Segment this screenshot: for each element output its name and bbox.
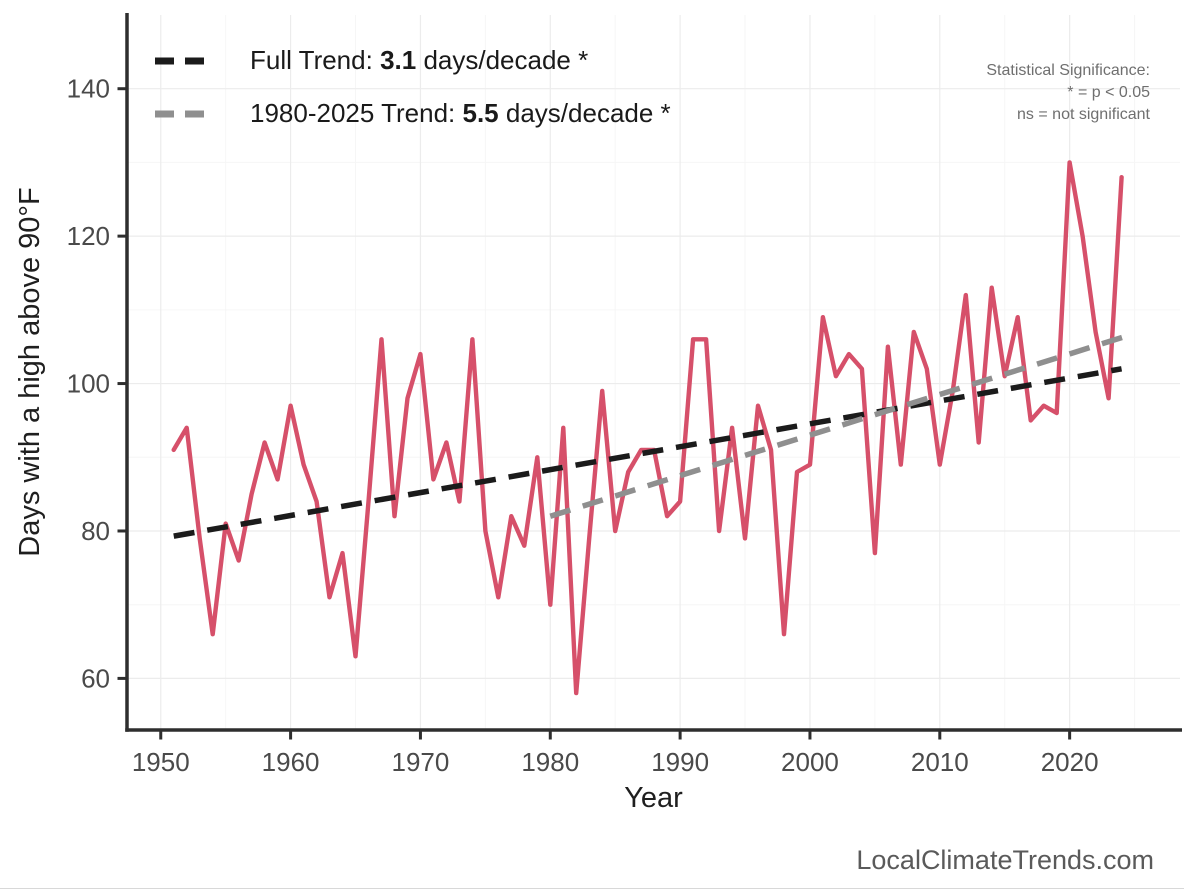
legend-item-full-trend: Full Trend: 3.1 days/decade *	[154, 42, 671, 79]
significance-note: Statistical Significance: * = p < 0.05 n…	[986, 60, 1150, 126]
x-axis-title: Year	[624, 782, 683, 814]
significance-note-title: Statistical Significance:	[986, 62, 1150, 79]
recent-trend-dash-swatch	[155, 110, 215, 117]
legend-full-trend-suffix: days/decade *	[416, 45, 589, 75]
x-tick-label: 2000	[781, 747, 839, 777]
days-series-line	[171, 160, 1124, 696]
legend-full-trend-value: 3.1	[380, 45, 417, 75]
legend-full-trend-prefix: Full Trend:	[250, 45, 381, 75]
legend-recent-trend-value: 5.5	[462, 98, 499, 128]
full-trend-dash-swatch	[155, 57, 215, 64]
watermark: LocalClimateTrends.com	[856, 845, 1154, 875]
legend-recent-trend-suffix: days/decade *	[498, 98, 671, 128]
x-tick-label: 2010	[911, 747, 969, 777]
y-tick-label: 60	[81, 663, 110, 693]
chart-legend: Full Trend: 3.1 days/decade * 1980-2025 …	[154, 42, 671, 132]
significance-note-ns: ns = not significant	[1017, 106, 1150, 123]
legend-recent-trend-prefix: 1980-2025 Trend:	[250, 98, 463, 128]
x-tick-label: 1980	[521, 747, 579, 777]
legend-label-recent-trend: 1980-2025 Trend: 5.5 days/decade *	[250, 98, 671, 129]
x-tick-label: 1950	[132, 747, 190, 777]
significance-note-star: * = p < 0.05	[1067, 84, 1150, 101]
x-tick-label: 2020	[1041, 747, 1099, 777]
y-axis-title: Days with a high above 90°F	[14, 187, 46, 557]
recent-trend-line	[549, 333, 1129, 519]
y-tick-label: 100	[67, 369, 110, 399]
legend-item-recent-trend: 1980-2025 Trend: 5.5 days/decade *	[154, 95, 671, 132]
y-tick-label: 120	[67, 221, 110, 251]
y-tick-label: 140	[67, 74, 110, 104]
x-tick-label: 1990	[651, 747, 709, 777]
x-tick-label: 1970	[392, 747, 450, 777]
x-tick-label: 1960	[262, 747, 320, 777]
full-trend-line	[173, 366, 1123, 539]
y-tick-label: 80	[81, 516, 110, 546]
legend-label-full-trend: Full Trend: 3.1 days/decade *	[250, 45, 588, 76]
